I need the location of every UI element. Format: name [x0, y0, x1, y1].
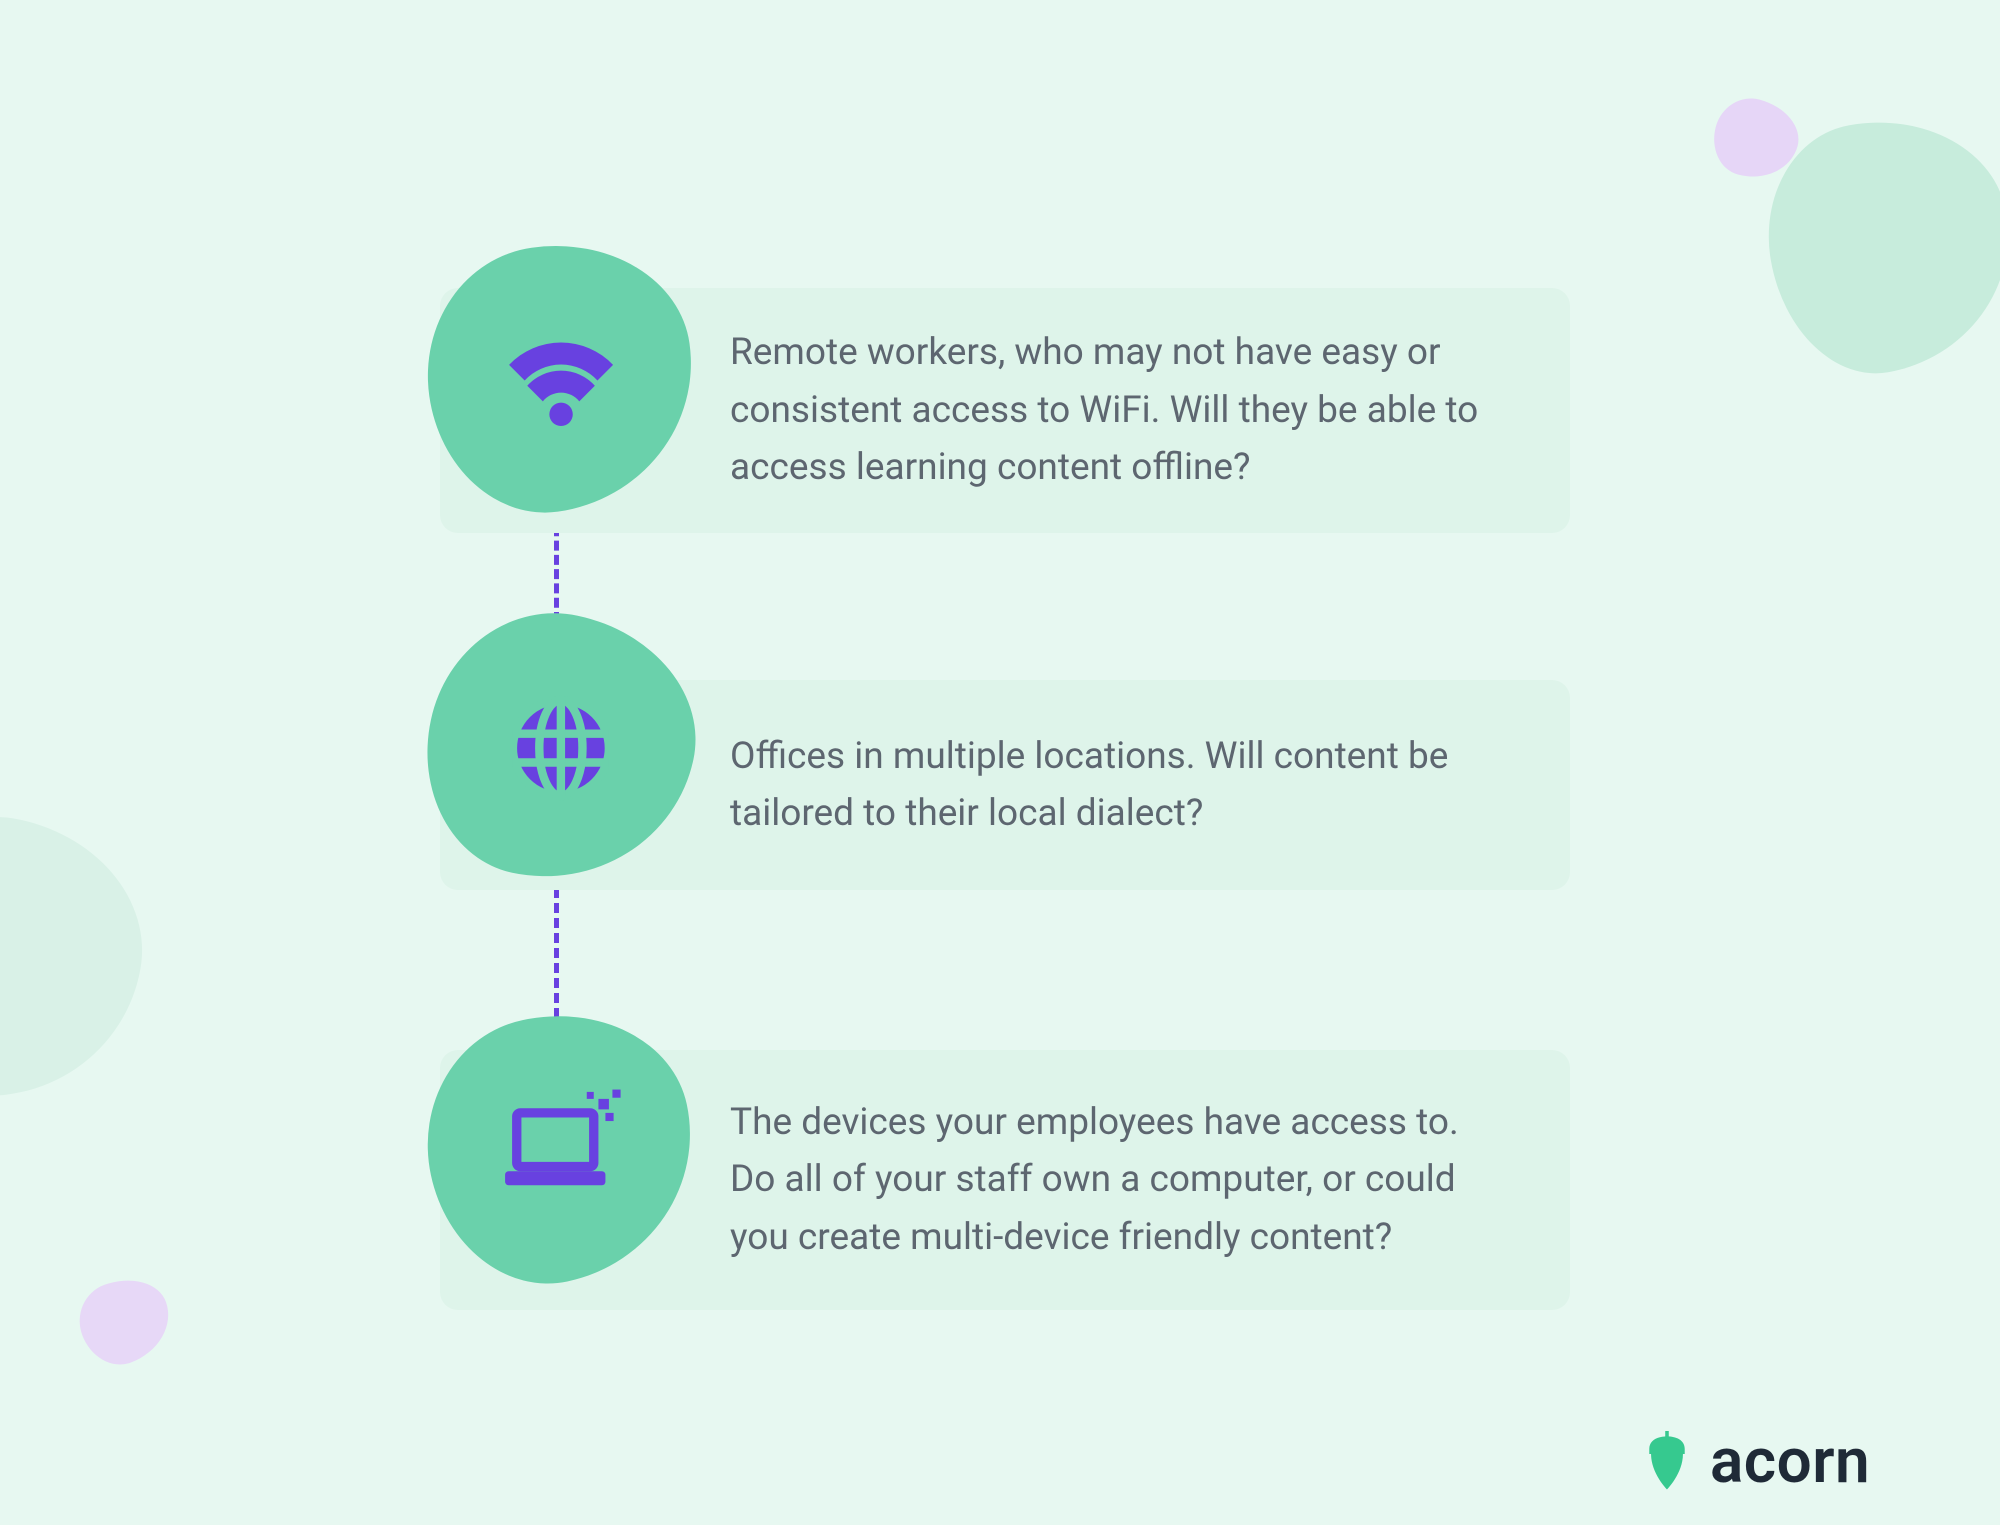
acorn-icon — [1640, 1431, 1694, 1493]
infographic-canvas: Remote workers, who may not have easy or… — [0, 0, 2000, 1525]
connector-2 — [554, 888, 559, 1018]
globe-icon — [501, 688, 621, 808]
brand-logo-text: acorn — [1710, 1425, 1870, 1498]
brand-logo: acorn — [1640, 1425, 1870, 1498]
wifi-icon — [496, 323, 626, 433]
laptop-icon — [491, 1088, 631, 1208]
info-card-1-text: Remote workers, who may not have easy or… — [730, 324, 1500, 496]
decor-blob-bottom-left — [69, 1267, 182, 1375]
info-card-2-text: Offices in multiple locations. Will cont… — [730, 728, 1500, 843]
info-card-3-text: The devices your employees have access t… — [730, 1094, 1500, 1266]
decor-blob-left-mid — [0, 800, 162, 1121]
